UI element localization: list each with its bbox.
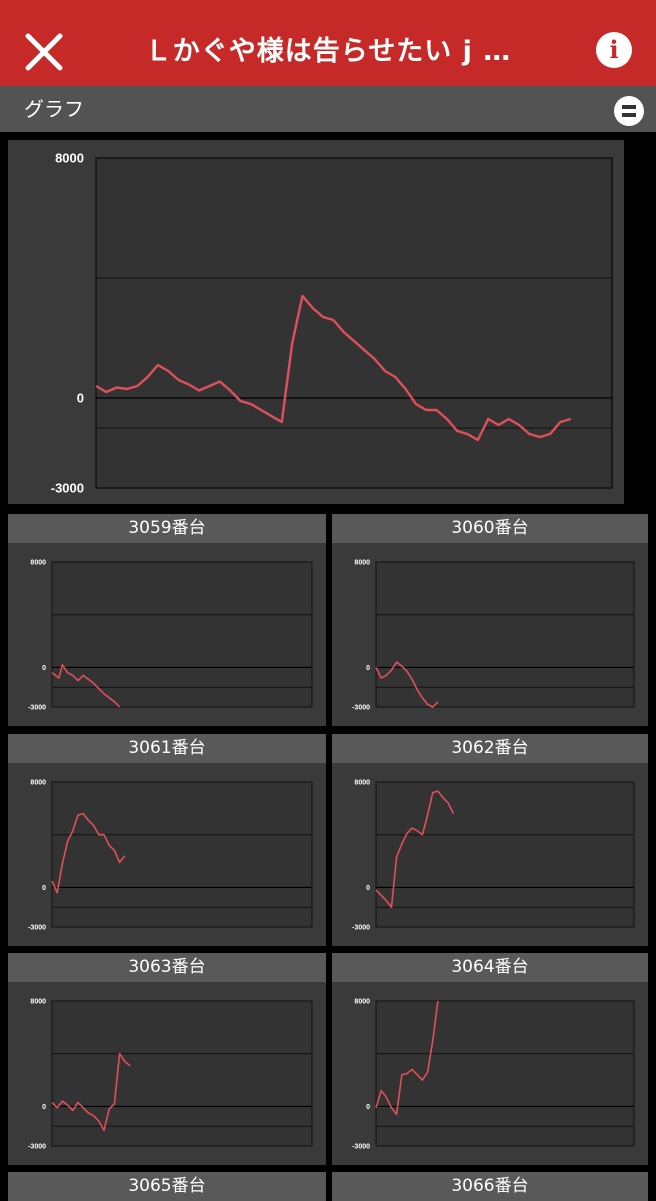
app-header: Ｌかぐや様は告らせたい j … i	[0, 0, 656, 86]
y-tick-label: 8000	[354, 998, 370, 1005]
machine-card-header[interactable]: 3064番台	[332, 953, 648, 982]
machine-chart: 8000 0 -3000	[28, 559, 313, 711]
close-button[interactable]	[22, 30, 66, 74]
machine-card[interactable]: 3063番台 8000 0 -3000	[8, 953, 326, 1165]
machine-card[interactable]: 3060番台 8000 0 -3000	[332, 514, 648, 726]
info-icon: i	[609, 35, 619, 64]
summary-chart-panel: 8000 0 -3000	[8, 140, 624, 504]
series-line	[51, 1052, 131, 1131]
y-tick-label: 8000	[30, 779, 46, 786]
plot-area	[375, 781, 635, 928]
plot-area	[51, 781, 313, 928]
machine-chart: 8000 0 -3000	[28, 779, 313, 931]
y-tick-label: 8000	[55, 151, 84, 166]
machine-chart: 8000 0 -3000	[352, 998, 635, 1150]
machine-chart: 8000 0 -3000	[28, 998, 313, 1150]
y-tick-label: 0	[366, 665, 370, 672]
section-header: グラフ	[0, 86, 656, 132]
series-line	[95, 294, 572, 442]
y-tick-label: 0	[366, 1104, 370, 1111]
machine-card-header[interactable]: 3062番台	[332, 734, 648, 763]
y-tick-label: 0	[366, 885, 370, 892]
page-title: Ｌかぐや様は告らせたい j …	[144, 36, 512, 67]
y-tick-label: -3000	[28, 704, 46, 711]
y-tick-label: -3000	[51, 481, 84, 496]
machine-card[interactable]: 3059番台 8000 0 -3000	[8, 514, 326, 726]
series-line	[375, 1000, 439, 1116]
y-tick-label: -3000	[28, 1143, 46, 1150]
machine-card[interactable]: 3065番台	[8, 1172, 326, 1201]
machine-card[interactable]: 3062番台 8000 0 -3000	[332, 734, 648, 946]
machine-card-header[interactable]: 3060番台	[332, 514, 648, 543]
y-tick-label: 8000	[354, 779, 370, 786]
machine-card[interactable]: 3064番台 8000 0 -3000	[332, 953, 648, 1165]
series-line	[375, 790, 455, 908]
plot-area	[51, 561, 313, 708]
y-tick-label: 0	[42, 1104, 46, 1111]
y-tick-label: -3000	[28, 924, 46, 931]
series-line	[375, 661, 439, 708]
plot-area	[375, 561, 635, 708]
y-tick-label: -3000	[352, 1143, 370, 1150]
y-tick-label: 8000	[30, 559, 46, 566]
y-tick-label: 0	[42, 885, 46, 892]
series-line	[51, 664, 121, 708]
y-tick-label: 8000	[354, 559, 370, 566]
y-tick-label: 0	[77, 391, 84, 406]
plot-area	[95, 157, 613, 489]
plot-area	[51, 1000, 313, 1147]
close-icon	[25, 33, 63, 71]
machine-card-header[interactable]: 3061番台	[8, 734, 326, 763]
y-tick-label: -3000	[352, 704, 370, 711]
summary-chart: 8000 0 -3000	[51, 151, 613, 496]
section-label: グラフ	[24, 97, 84, 121]
collapse-button[interactable]	[614, 96, 644, 126]
machine-card[interactable]: 3066番台	[332, 1172, 648, 1201]
y-tick-label: 0	[42, 665, 46, 672]
machine-chart: 8000 0 -3000	[352, 559, 635, 711]
machine-card-header[interactable]: 3065番台	[8, 1172, 326, 1201]
machine-card-header[interactable]: 3059番台	[8, 514, 326, 543]
info-button[interactable]: i	[596, 32, 632, 68]
plot-area	[375, 1000, 635, 1147]
machine-card-header[interactable]: 3063番台	[8, 953, 326, 982]
y-tick-label: -3000	[352, 924, 370, 931]
machine-card-header[interactable]: 3066番台	[332, 1172, 648, 1201]
collapse-icon	[622, 105, 636, 109]
y-tick-label: 8000	[30, 998, 46, 1005]
series-line	[51, 812, 126, 894]
machine-chart: 8000 0 -3000	[352, 779, 635, 931]
machine-card[interactable]: 3061番台 8000 0 -3000	[8, 734, 326, 946]
